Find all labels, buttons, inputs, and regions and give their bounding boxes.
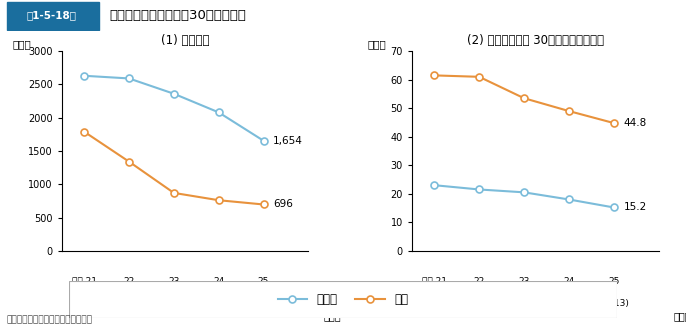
Text: 44.8: 44.8 bbox=[624, 118, 647, 128]
Text: 696: 696 bbox=[273, 199, 293, 210]
Text: (2012): (2012) bbox=[204, 299, 233, 308]
Text: 22: 22 bbox=[473, 277, 485, 286]
Legend: 覚醒剤, 大麻: 覚醒剤, 大麻 bbox=[273, 288, 413, 311]
Text: (2013): (2013) bbox=[599, 299, 628, 308]
Text: 平成 21: 平成 21 bbox=[71, 277, 97, 286]
Text: 15.2: 15.2 bbox=[624, 202, 647, 213]
Text: （年）: （年） bbox=[674, 311, 686, 321]
Text: 23: 23 bbox=[168, 277, 180, 286]
Text: 22: 22 bbox=[123, 277, 134, 286]
Text: （年）: （年） bbox=[323, 311, 341, 321]
Text: 25: 25 bbox=[258, 277, 269, 286]
Text: (2009): (2009) bbox=[419, 299, 449, 308]
Text: 薬物乱用で検挙された30歳未満の者: 薬物乱用で検挙された30歳未満の者 bbox=[110, 9, 247, 21]
Text: (2010): (2010) bbox=[114, 299, 144, 308]
Text: (2011): (2011) bbox=[509, 299, 539, 308]
Text: 23: 23 bbox=[519, 277, 530, 286]
Text: 第1-5-18図: 第1-5-18図 bbox=[27, 10, 76, 20]
Text: 24: 24 bbox=[563, 277, 574, 286]
Text: (2013): (2013) bbox=[248, 299, 279, 308]
Title: (1) 検挙人員: (1) 検挙人員 bbox=[161, 34, 209, 47]
Text: 25: 25 bbox=[608, 277, 619, 286]
Text: （出典）警察庁「薬物・銃器情勢」: （出典）警察庁「薬物・銃器情勢」 bbox=[7, 315, 93, 324]
Text: (2012): (2012) bbox=[554, 299, 584, 308]
Text: (2011): (2011) bbox=[159, 299, 189, 308]
Text: 平成 21: 平成 21 bbox=[422, 277, 447, 286]
Bar bbox=[7, 2, 99, 30]
Text: (2010): (2010) bbox=[464, 299, 494, 308]
Text: （人）: （人） bbox=[12, 39, 31, 49]
Text: (2009): (2009) bbox=[69, 299, 99, 308]
Text: 24: 24 bbox=[213, 277, 224, 286]
Text: 1,654: 1,654 bbox=[273, 136, 303, 146]
Text: （％）: （％） bbox=[368, 39, 386, 49]
Title: (2) 全体に占める 30歳未満の者の割合: (2) 全体に占める 30歳未満の者の割合 bbox=[466, 34, 604, 47]
